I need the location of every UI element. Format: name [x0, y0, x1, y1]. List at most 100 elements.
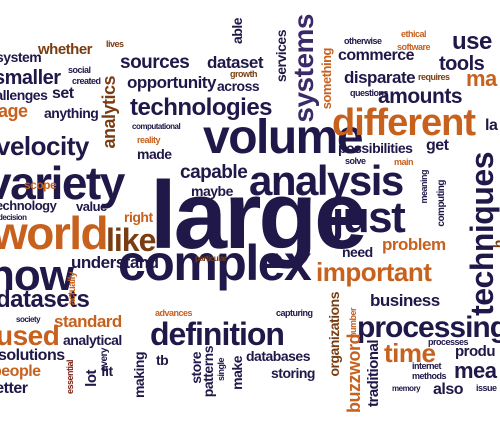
- word-used: used: [0, 320, 60, 351]
- word-something: something: [319, 48, 334, 110]
- word-definition: definition: [150, 316, 285, 352]
- word-ethical: ethical: [401, 29, 427, 39]
- word-right: right: [124, 209, 153, 225]
- word-age: age: [0, 101, 28, 121]
- word-processes: processes: [428, 337, 469, 347]
- word-technology: technology: [0, 198, 57, 213]
- word-analytics: analytics: [99, 76, 119, 149]
- word-tb: tb: [156, 352, 169, 368]
- word-patterns: patterns: [200, 346, 216, 398]
- word-scope: scope: [24, 178, 57, 192]
- word-challenges: challenges: [0, 87, 48, 103]
- word-lives: lives: [106, 39, 124, 49]
- word-like: like: [106, 222, 156, 258]
- word-just: just: [332, 193, 406, 242]
- word-set: set: [52, 85, 74, 102]
- word-growth: growth: [230, 69, 258, 79]
- word-dataset: dataset: [207, 53, 264, 72]
- word-need: need: [342, 244, 373, 260]
- word-business: business: [370, 291, 440, 310]
- word-amounts: amounts: [378, 85, 463, 108]
- word-now: now: [0, 251, 74, 300]
- word-created: created: [72, 76, 101, 86]
- word-capable: capable: [180, 162, 248, 183]
- word-opportunity: opportunity: [127, 73, 216, 92]
- word-variety: variety: [0, 157, 125, 209]
- word-software: software: [397, 42, 431, 52]
- word-buzzword: buzzword: [344, 334, 364, 413]
- word-making: making: [131, 352, 147, 399]
- word-complex: complex: [118, 235, 312, 291]
- word-made: made: [137, 146, 172, 162]
- word-datasets: datasets: [0, 286, 90, 313]
- word-system: system: [0, 49, 42, 65]
- word-important: important: [316, 257, 432, 287]
- word-decision: decision: [0, 213, 27, 222]
- word-capturing: capturing: [276, 308, 313, 318]
- word-computing: computing: [436, 180, 447, 227]
- word-get: get: [426, 137, 449, 154]
- word-analysis: analysis: [249, 157, 404, 204]
- word-different: different: [332, 102, 476, 144]
- word-la: la: [485, 117, 498, 134]
- word-storing: storing: [271, 365, 315, 381]
- word-disparate: disparate: [344, 68, 416, 87]
- word-databases: databases: [246, 348, 310, 364]
- word-traditional: traditional: [365, 340, 382, 408]
- word-problem: problem: [382, 235, 446, 254]
- word-commerce: commerce: [338, 47, 415, 64]
- word-whether: whether: [38, 41, 93, 58]
- word-questions: questions: [350, 88, 389, 98]
- word-time: time: [384, 338, 436, 368]
- word-techniques: techniques: [464, 152, 500, 316]
- word-across: across: [217, 78, 260, 94]
- word-advances: advances: [155, 308, 193, 318]
- word-mea: mea: [454, 358, 497, 383]
- word-tools: tools: [439, 53, 485, 75]
- word-maybe: maybe: [191, 183, 233, 199]
- word-anything: anything: [44, 105, 99, 121]
- word-better: better: [0, 380, 28, 397]
- word-essential: essential: [65, 360, 75, 395]
- word-computational: computational: [132, 122, 181, 131]
- word-smaller: smaller: [0, 67, 61, 89]
- word-velocity: velocity: [0, 131, 89, 161]
- word-people: people: [0, 363, 41, 380]
- word-internet: internet: [412, 361, 442, 371]
- word-ma: ma: [466, 66, 497, 91]
- word-meaning: meaning: [419, 170, 429, 204]
- word-actually: actually: [67, 272, 78, 306]
- word-methods: methods: [412, 371, 447, 381]
- word-standard: standard: [54, 312, 122, 331]
- word-otherwise: otherwise: [344, 36, 382, 46]
- word-memory: memory: [392, 384, 421, 393]
- word-social: social: [68, 65, 91, 75]
- word-fit: fit: [101, 363, 113, 379]
- word-analytical: analytical: [63, 332, 122, 348]
- word-sources: sources: [120, 52, 190, 73]
- word-possibilities: possibilities: [338, 140, 413, 156]
- word-make: make: [229, 356, 245, 390]
- word-h: h: [490, 240, 500, 249]
- word-organizations: organizations: [326, 292, 342, 377]
- word-services: services: [273, 30, 289, 83]
- word-understand: understand: [71, 253, 159, 272]
- word-number: number: [348, 308, 358, 339]
- word-society: society: [16, 315, 41, 324]
- word-produ: produ: [455, 343, 496, 360]
- word-able: able: [229, 18, 245, 45]
- word-issue: issue: [476, 383, 497, 393]
- word-lot: lot: [83, 370, 100, 387]
- word-systems: systems: [288, 14, 319, 123]
- word-reality: reality: [137, 135, 161, 145]
- word-world: world: [0, 207, 109, 259]
- word-solve: solve: [345, 156, 366, 166]
- word-use: use: [452, 28, 492, 55]
- word-technologies: technologies: [130, 94, 273, 121]
- word-single: single: [216, 358, 226, 382]
- word-solutions: solutions: [0, 347, 65, 364]
- word-processing: processing: [357, 311, 500, 344]
- word-main: main: [394, 157, 414, 167]
- word-requires: requires: [418, 72, 450, 82]
